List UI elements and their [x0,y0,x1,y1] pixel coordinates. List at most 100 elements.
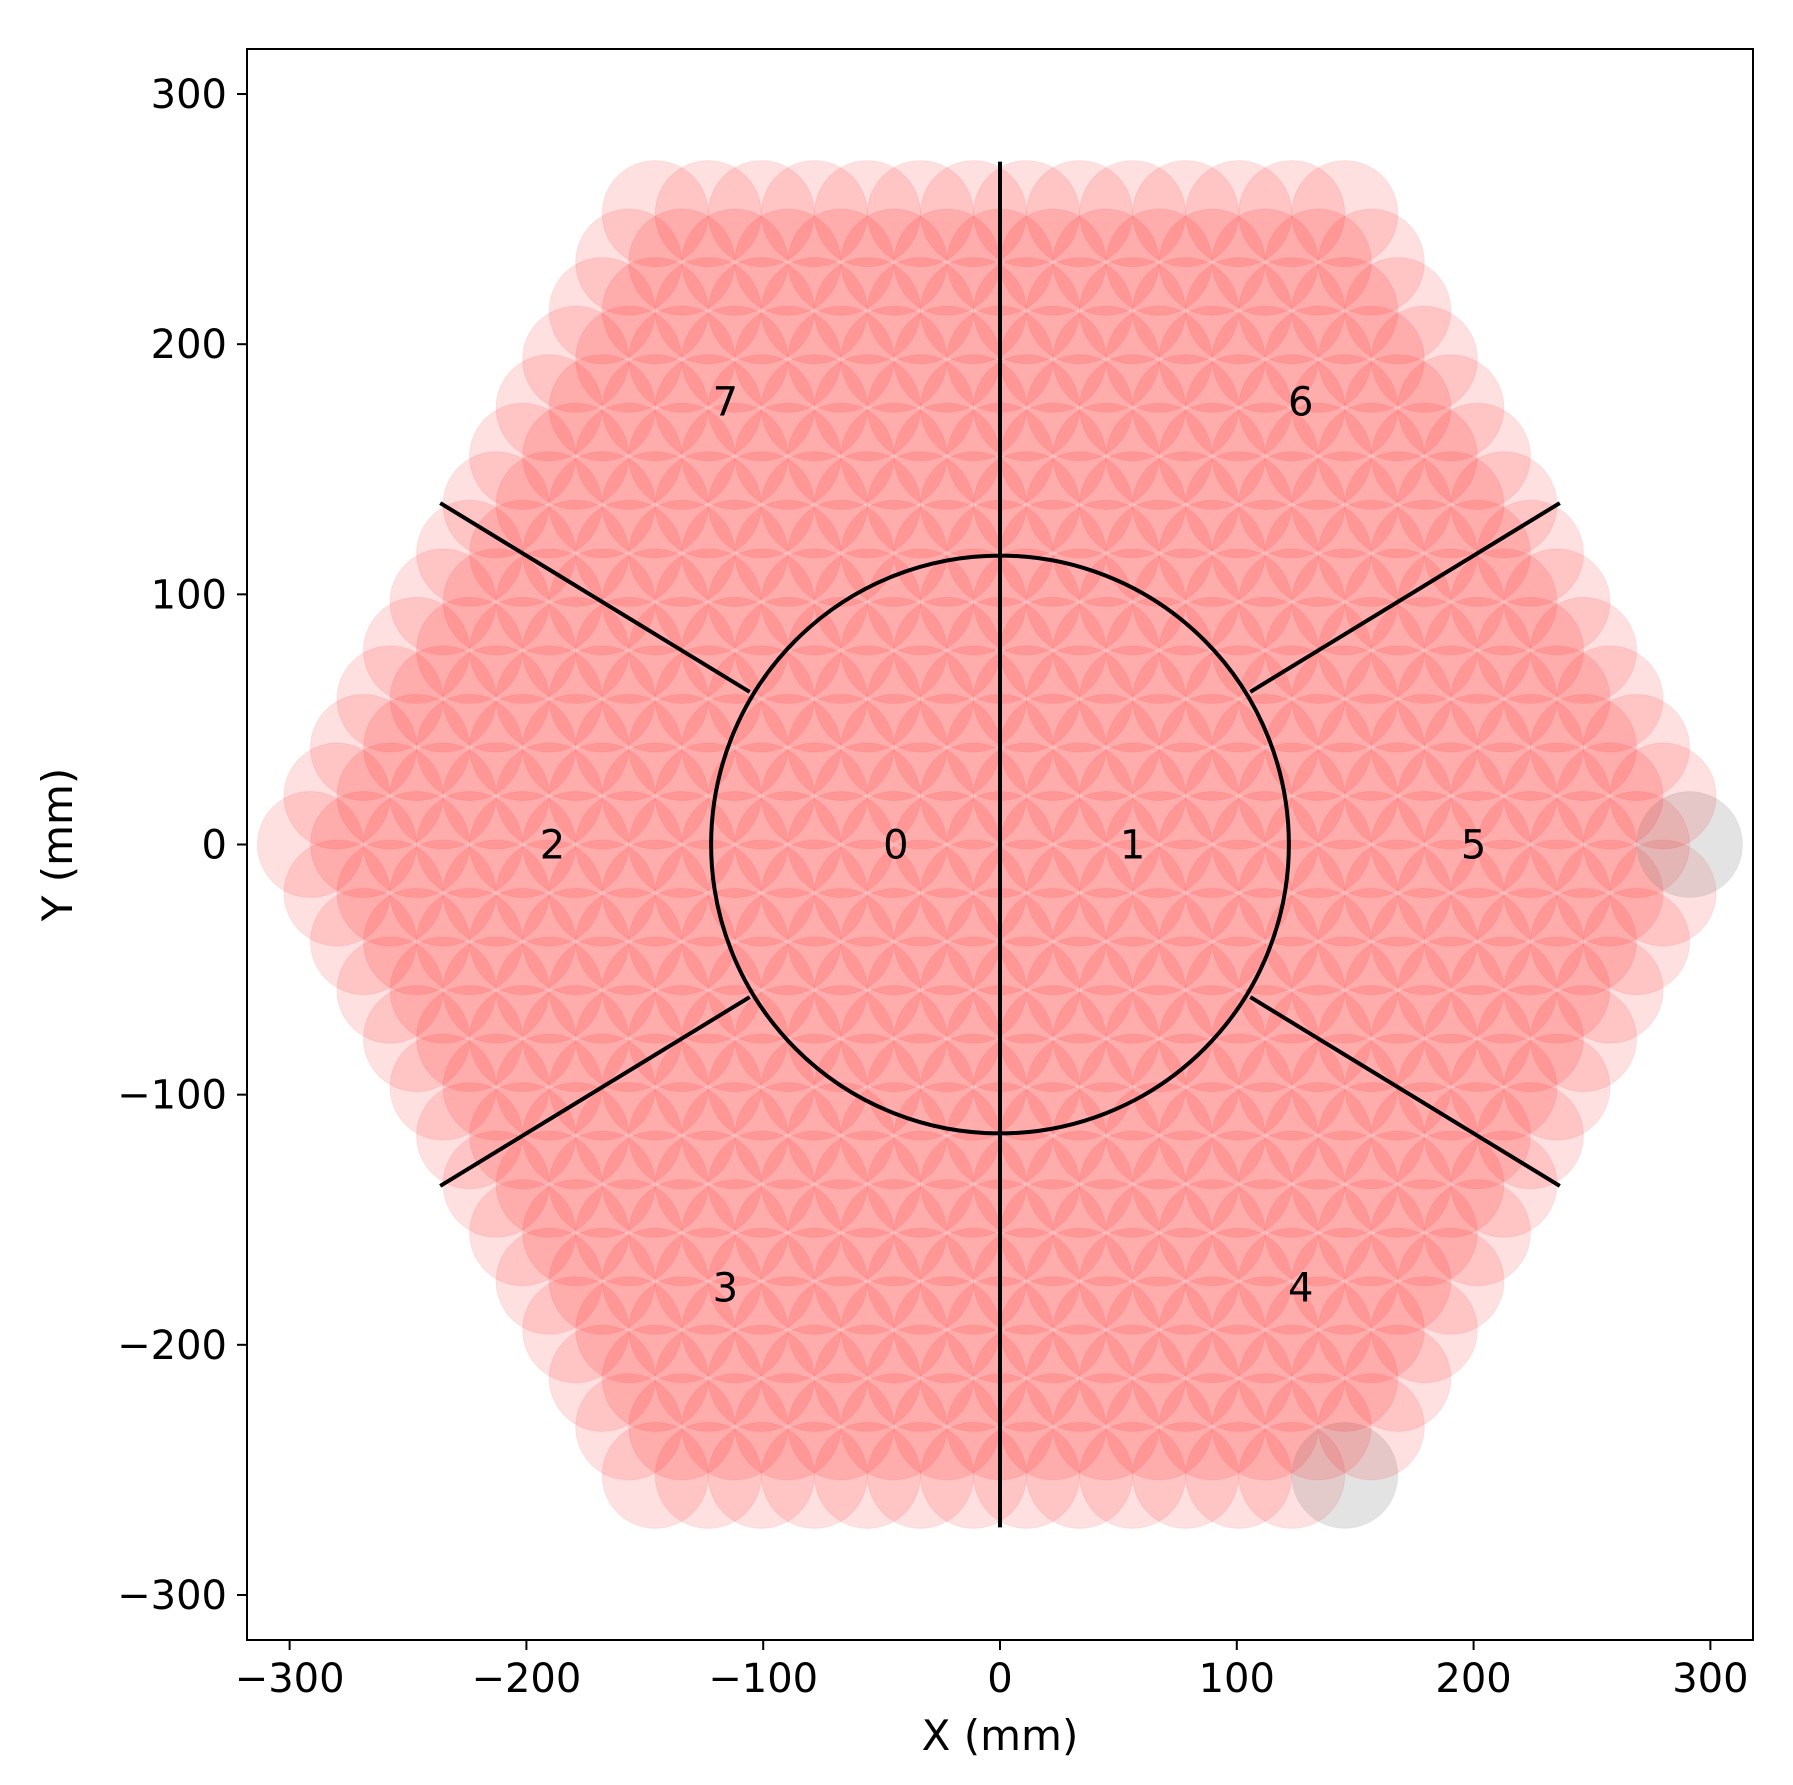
patrol-circle [681,693,789,801]
patrol-circle [813,839,921,947]
patrol-circle [1105,1276,1213,1384]
patrol-circle [681,402,789,510]
patrol-circle [813,1227,921,1335]
patrol-circle [1503,839,1611,947]
patrol-circle [309,888,418,996]
patrol-circle [1052,208,1160,316]
patrol-circle [1291,257,1399,365]
patrol-circle [1344,1227,1452,1335]
patrol-circle [628,1082,736,1190]
patrol-circle [760,548,868,656]
patrol-circle [1132,1130,1240,1238]
patrol-circle [1291,451,1399,559]
patrol-circle [1132,645,1240,753]
x-tick-label: 300 [1672,1656,1748,1702]
patrol-circle [1105,790,1213,899]
patrol-circle [495,936,603,1044]
patrol-circle [760,936,868,1044]
patrol-circle [1132,354,1240,462]
patrol-circle [813,451,921,559]
patrol-circle [1264,208,1372,316]
patrol-circle [1238,354,1346,462]
patrol-circle [1052,1276,1160,1384]
y-tick-label: −100 [117,1073,227,1119]
patrol-circle [1211,305,1319,413]
patrol-circle [654,451,762,559]
x-axis-label: X (mm) [922,1711,1079,1760]
patrol-circle [1185,451,1293,559]
patrol-circle [707,451,815,559]
patrol-circle [601,742,709,850]
patrol-circle [1503,742,1611,850]
patrol-circle [787,693,895,801]
patrol-circle [1450,936,1558,1044]
patrol-circle [575,1276,683,1384]
patrol-circle [760,451,868,559]
patrol-circle [1450,839,1558,947]
patrol-circle [1291,354,1399,462]
patrol-circle [469,402,577,510]
patrol-circle [1026,645,1134,753]
patrol-circle [1052,888,1160,996]
patrol-circle [681,1276,789,1384]
patrol-circle [1105,1082,1213,1190]
patrol-circle [1370,1179,1478,1287]
patrol-circle [1052,693,1160,801]
patrol-circle [1211,790,1319,899]
patrol-circle [522,693,630,801]
patrol-circle [1423,596,1531,704]
patrol-circle [1026,354,1134,462]
patrol-circle [813,257,921,365]
patrol-circle [1158,1082,1266,1190]
patrol-circle [787,1179,895,1287]
patrol-circle [654,839,762,947]
patrol-circle [1344,1130,1452,1238]
y-axis: −300 −200 −100 0 100 200 300 [117,72,247,1619]
patrol-circle [1105,208,1213,316]
patrol-circle [866,645,974,753]
patrol-circle [813,1324,921,1432]
patrol-circle [840,985,948,1093]
patrol-circle [681,1082,789,1190]
patrol-circle [1079,645,1187,753]
patrol-circle [1397,742,1505,850]
patrol-circle [840,1179,948,1287]
patrol-circle [1052,790,1160,899]
patrol-circle [1238,160,1346,268]
patrol-circle [1556,936,1664,1044]
boundary-line [439,501,751,694]
patrol-circle [416,888,524,996]
patrol-circle [1582,790,1691,899]
patrol-circle [309,790,418,899]
patrol-circle [336,645,444,753]
patrol-circle [787,1082,895,1190]
patrol-circle [1185,1033,1293,1141]
patrol-circle [336,936,444,1044]
patrol-circle [1185,257,1293,365]
patrol-circle [469,596,577,704]
patrol-circle [654,160,762,268]
patrol-circle [548,1324,656,1432]
patrol-circle [681,208,789,316]
patrol-circle [1211,208,1319,316]
patrol-circle [866,936,974,1044]
patrol-circle [734,693,842,801]
patrol-circle [1609,742,1717,850]
patrol-circle [256,790,364,899]
patrol-circle [601,160,709,268]
patrol-circle [1317,499,1425,607]
patrol-circle [787,402,895,510]
patrol-circle [575,1179,683,1287]
y-tick-label: 0 [202,823,227,869]
patrol-circle [1238,839,1346,947]
patrol-circle [1132,160,1240,268]
patrol-circle [548,839,656,947]
patrol-circle [1158,1276,1266,1384]
patrol-circle [1397,1227,1505,1335]
patrol-circle [787,208,895,316]
patrol-circle [628,1373,736,1481]
patrol-circle [1079,160,1187,268]
patrol-circle [1476,790,1584,899]
patrol-circle [654,1324,762,1432]
